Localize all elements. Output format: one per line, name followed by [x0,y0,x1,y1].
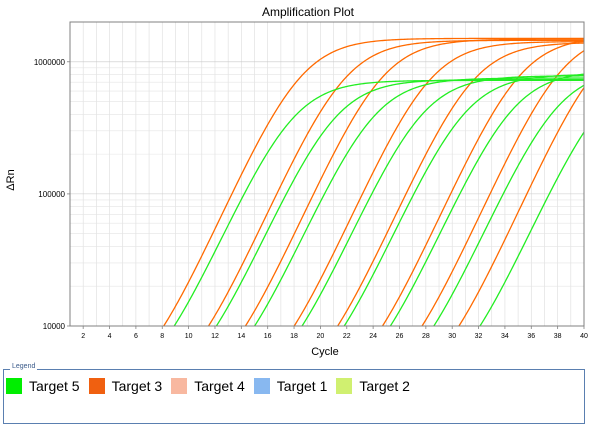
amplification-curve [458,87,584,326]
x-axis-label: Cycle [311,346,339,358]
amplification-curve [343,74,584,326]
x-tick-label: 28 [422,333,430,340]
x-tick-label: 18 [290,333,298,340]
amplification-curve [433,84,584,326]
amplification-curve [421,50,584,326]
x-tick-label: 36 [527,333,535,340]
x-tick-label: 6 [134,333,138,340]
legend-title: Legend [10,363,38,370]
legend-label: Target 5 [29,378,80,394]
amplification-curve [301,75,584,326]
amplification-curve [336,42,584,326]
legend-swatch [171,378,188,394]
y-axis-label: ΔRn [5,169,17,190]
amplification-curve [173,79,584,326]
grid-lines [69,21,585,327]
amplification-curve [162,37,584,326]
x-tick-label: 8 [160,333,164,340]
x-tick-label: 32 [475,333,483,340]
legend-items: Target 5 Target 3 Target 4 Target 1 Targ… [6,378,419,394]
x-tick-label: 22 [343,333,351,340]
x-tick-label: 10 [185,333,193,340]
legend-box: Legend Target 5 Target 3 Target 4 Target… [3,363,585,424]
legend-swatch [88,378,105,394]
legend-label: Target 1 [276,378,328,394]
y-tick-label: 1000000 [34,58,66,67]
legend-swatch [6,378,22,394]
amplification-curve [207,39,584,326]
legend-item-target-2[interactable]: Target 2 [336,378,410,394]
y-tick-label: 100000 [38,190,65,199]
x-tick-label: 34 [501,333,509,340]
legend-label: Target 4 [194,378,245,394]
amplification-curve [389,73,584,326]
y-tick-label: 10000 [43,322,66,331]
legend-item-target-1[interactable]: Target 1 [253,378,328,394]
legend-item-target-5[interactable]: Target 5 [6,378,80,394]
amplification-curve [293,41,584,326]
plot-area-frame [69,21,585,327]
legend-label: Target 2 [359,378,410,394]
x-tick-label: 30 [448,333,456,340]
legend-swatch [336,378,353,394]
chart-title: Amplification Plot [262,5,355,19]
legend-swatch [253,378,270,394]
x-tick-label: 20 [317,333,325,340]
axis-ticks: 2 4 6 8 10 12 14 16 18 20 22 24 26 28 30 32 34 36 38 401000… [34,58,588,340]
amplification-curve [381,40,584,326]
x-tick-label: 14 [237,333,245,340]
amplification-curve [479,131,584,326]
x-tick-label: 12 [211,333,219,340]
legend-label: Target 3 [111,378,163,394]
x-tick-label: 40 [580,333,588,340]
legend-item-target-3[interactable]: Target 3 [88,378,163,394]
x-tick-label: 24 [369,333,377,340]
x-tick-label: 26 [396,333,404,340]
x-tick-label: 16 [264,333,272,340]
x-tick-label: 38 [554,333,562,340]
legend-item-target-4[interactable]: Target 4 [171,378,245,394]
amplification-curve [215,78,584,326]
amplification-plot: Amplification Plot Cycle ΔRn 2 4 6 8 10 12 14 1… [5,5,588,358]
series-group [162,37,584,326]
x-tick-label: 2 [81,333,85,340]
amplification-curve [244,38,584,326]
x-tick-label: 4 [108,333,112,340]
amplification-curve [253,77,584,326]
